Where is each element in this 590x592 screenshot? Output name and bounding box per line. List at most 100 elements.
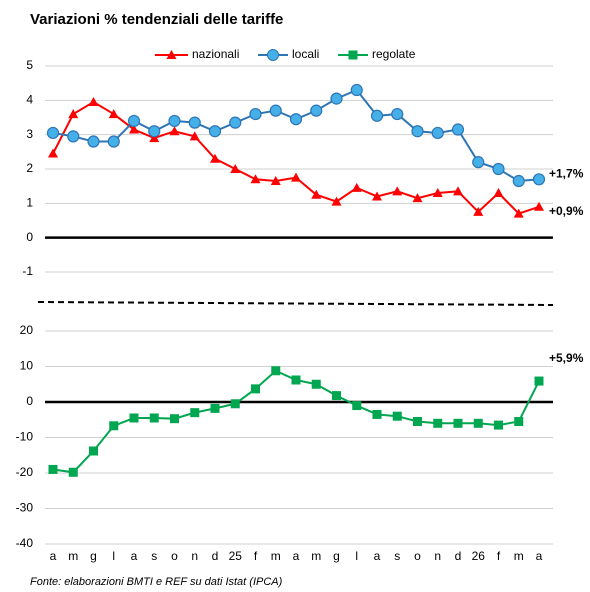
x-tick-label: g	[90, 549, 97, 563]
point	[229, 116, 242, 129]
y-tick-label: 5	[26, 58, 33, 72]
y-tick-label: 10	[20, 359, 34, 373]
end-label: +5,9%	[549, 351, 584, 365]
x-tick-label: m	[514, 549, 524, 563]
y-tick-label: -10	[16, 430, 34, 444]
x-tick-label: f	[254, 549, 258, 563]
point	[433, 418, 443, 428]
point	[251, 384, 260, 394]
legend-label: locali	[292, 47, 319, 61]
point	[230, 399, 240, 409]
x-tick-label: f	[497, 549, 501, 563]
point	[208, 125, 222, 138]
point	[291, 172, 301, 182]
point	[87, 135, 100, 148]
point	[453, 418, 463, 428]
y-tick-label: 1	[26, 196, 33, 210]
point	[107, 135, 120, 148]
point	[188, 116, 201, 129]
y-tick-label: -30	[16, 501, 34, 515]
point	[291, 375, 301, 385]
point	[473, 418, 483, 428]
point	[411, 125, 424, 138]
point	[189, 131, 200, 141]
point	[249, 107, 262, 121]
point	[230, 164, 241, 173]
x-tick-label: l	[355, 549, 358, 563]
point	[311, 379, 321, 389]
x-tick-label: a	[131, 549, 138, 563]
x-tick-label: a	[374, 549, 381, 563]
legend-marker	[166, 50, 177, 59]
point	[210, 403, 220, 413]
point	[89, 446, 98, 456]
point	[512, 174, 525, 188]
point	[88, 97, 99, 107]
point	[108, 109, 119, 119]
point	[129, 413, 139, 423]
point	[170, 414, 179, 424]
y-tick-label: 0	[26, 230, 33, 244]
x-tick-label: n	[191, 549, 198, 563]
series-line	[52, 369, 540, 474]
point	[372, 409, 382, 419]
point	[48, 464, 58, 474]
point	[451, 123, 465, 136]
point	[68, 109, 79, 119]
x-tick-label: s	[151, 549, 157, 563]
x-tick-label: d	[212, 549, 219, 563]
source-note: Fonte: elaborazioni BMTI e REF su dati I…	[30, 576, 283, 588]
point	[67, 130, 80, 143]
point	[168, 114, 181, 128]
point	[109, 421, 119, 431]
y-tick-label: -20	[16, 465, 34, 479]
x-tick-label: d	[455, 549, 462, 563]
x-tick-label: m	[68, 549, 78, 563]
y-tick-label: 2	[26, 161, 33, 175]
point	[269, 104, 282, 117]
point	[513, 208, 524, 218]
point	[332, 391, 341, 401]
x-tick-label: a	[536, 549, 543, 563]
end-label: +1,7%	[549, 166, 584, 180]
point	[310, 104, 323, 117]
y-tick-label: 0	[26, 394, 33, 408]
point	[46, 126, 60, 140]
point	[270, 176, 281, 186]
point	[48, 148, 58, 158]
point	[129, 124, 139, 134]
point	[432, 188, 443, 198]
point	[372, 191, 382, 201]
panel-divider	[37, 301, 554, 306]
y-tick-label: 20	[20, 323, 34, 337]
point	[532, 173, 546, 186]
point	[350, 83, 363, 97]
point	[149, 413, 159, 423]
point	[473, 206, 484, 216]
point	[494, 420, 503, 430]
point	[68, 467, 78, 477]
x-tick-label: g	[333, 549, 340, 563]
legend-label: regolate	[372, 47, 416, 61]
point	[250, 174, 261, 184]
x-tick-label: n	[434, 549, 441, 563]
x-tick-label: o	[414, 549, 421, 563]
x-tick-label: 25	[229, 549, 243, 563]
series-line	[52, 88, 540, 183]
y-tick-label: 3	[26, 127, 33, 141]
x-tick-label: m	[271, 549, 281, 563]
end-label: +0,9%	[549, 204, 584, 218]
legend-label: nazionali	[192, 47, 239, 61]
x-tick-label: a	[293, 549, 300, 563]
point	[392, 411, 402, 421]
point	[431, 126, 444, 140]
chart-title: Variazioni % tendenziali delle tariffe	[30, 11, 283, 28]
point	[392, 186, 403, 196]
point	[148, 125, 161, 138]
point	[493, 188, 504, 198]
point	[413, 417, 422, 427]
legend-marker	[348, 50, 358, 60]
point	[370, 109, 384, 122]
point	[271, 366, 281, 376]
